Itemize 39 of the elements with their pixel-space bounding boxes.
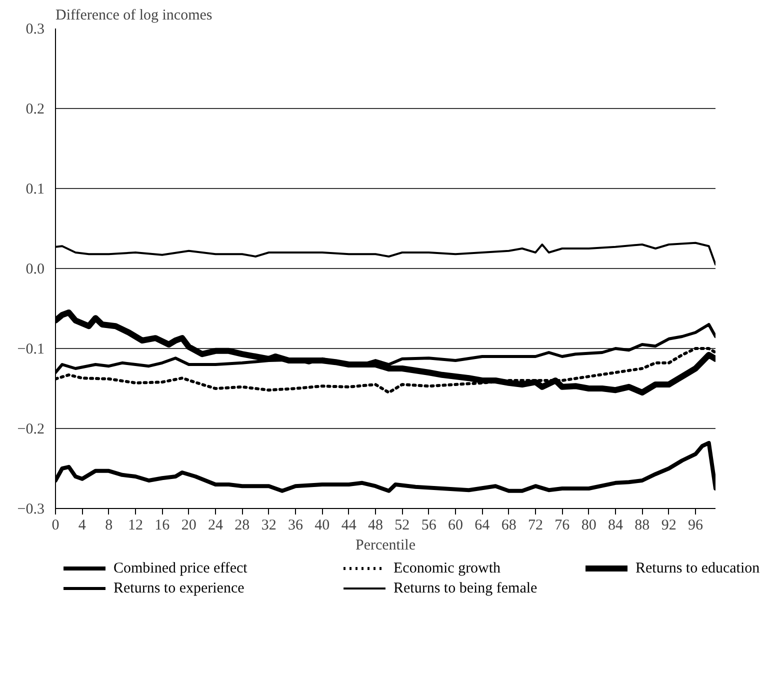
y-axis-title: Difference of log incomes xyxy=(56,8,212,24)
x-tick-label: 92 xyxy=(661,518,676,534)
x-tick-label: 56 xyxy=(421,518,437,534)
x-axis-title: Percentile xyxy=(356,538,416,554)
y-tick-label: 0.0 xyxy=(26,262,44,278)
x-tick-label: 76 xyxy=(554,518,570,534)
y-tick-label: −0.2 xyxy=(17,422,45,438)
x-tick-label: 52 xyxy=(394,518,410,534)
legend-label: Combined price effect xyxy=(114,560,248,576)
x-tick-label: 72 xyxy=(528,518,543,534)
x-tick-label: 80 xyxy=(581,518,596,534)
x-tick-label: 44 xyxy=(341,518,357,534)
legend-label: Economic growth xyxy=(394,560,502,576)
x-tick-label: 8 xyxy=(105,518,113,534)
legend-label: Returns to being female xyxy=(394,580,538,596)
x-tick-label: 48 xyxy=(368,518,383,534)
x-tick-label: 84 xyxy=(608,518,624,534)
x-tick-label: 88 xyxy=(634,518,650,534)
x-tick-label: 60 xyxy=(448,518,463,534)
y-tick-label: −0.3 xyxy=(17,502,45,518)
x-tick-label: 0 xyxy=(52,518,60,534)
x-tick-label: 96 xyxy=(688,518,704,534)
x-tick-label: 16 xyxy=(154,518,170,534)
x-tick-label: 40 xyxy=(314,518,330,534)
y-tick-label: 0.2 xyxy=(26,102,44,118)
legend-label: Returns to education xyxy=(636,560,760,576)
x-tick-label: 24 xyxy=(208,518,224,534)
legend-label: Returns to experience xyxy=(114,580,245,596)
x-tick-label: 4 xyxy=(78,518,86,534)
x-tick-label: 12 xyxy=(128,518,143,534)
x-tick-label: 64 xyxy=(474,518,490,534)
x-tick-label: 32 xyxy=(261,518,276,534)
y-tick-label: 0.1 xyxy=(26,182,44,198)
x-tick-label: 68 xyxy=(501,518,516,534)
x-tick-label: 28 xyxy=(234,518,250,534)
y-tick-label: 0.3 xyxy=(26,22,44,38)
x-tick-label: 36 xyxy=(288,518,304,534)
x-tick-label: 20 xyxy=(181,518,196,534)
y-tick-label: −0.1 xyxy=(17,342,45,358)
